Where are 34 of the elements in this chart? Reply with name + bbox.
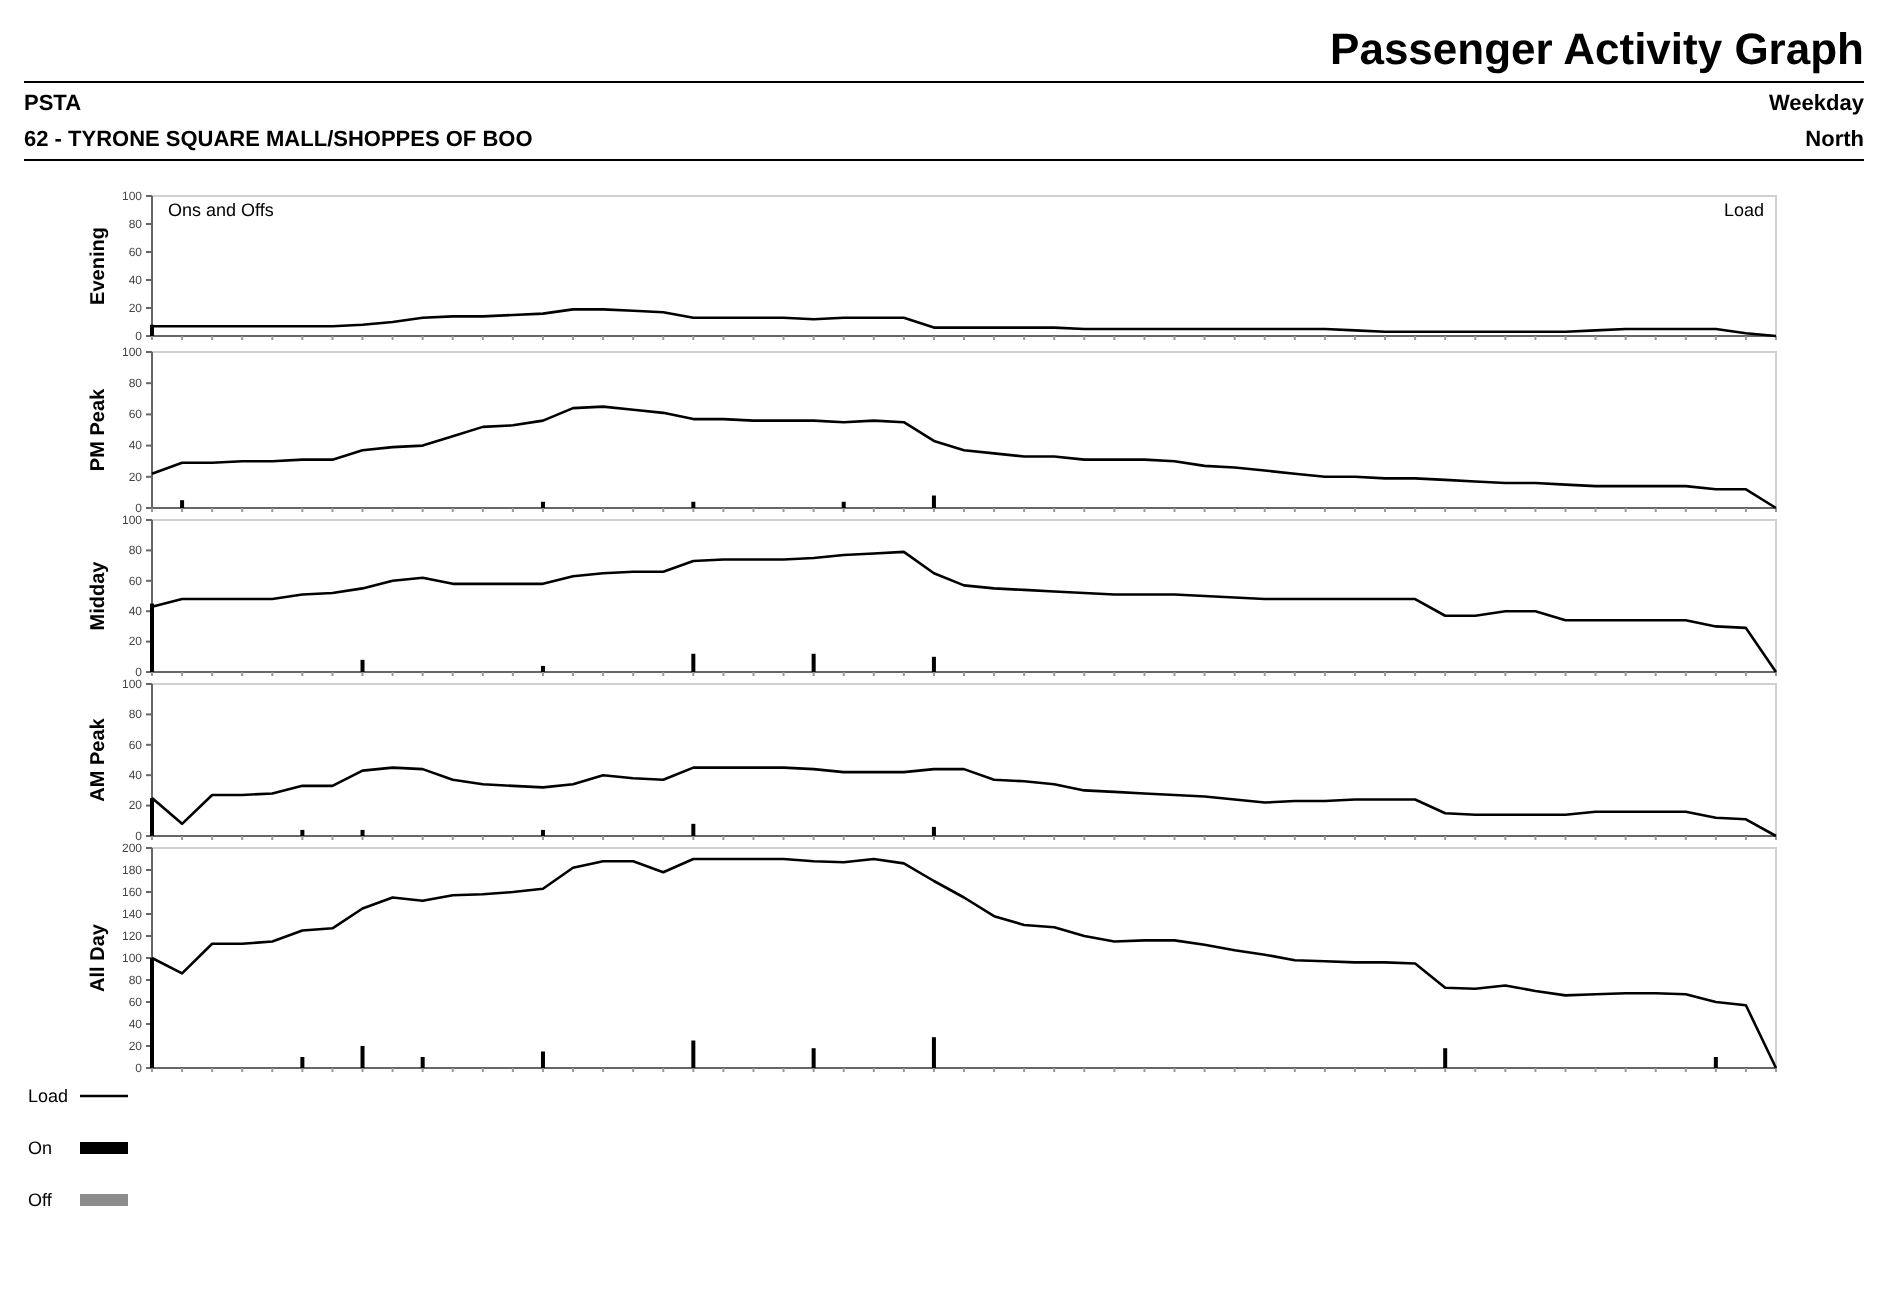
legend-label: Load (28, 1086, 69, 1107)
chart-subtitle: PSTA (24, 92, 82, 116)
y-axis-title: Midday (88, 560, 110, 631)
bar (1713, 1057, 1718, 1068)
bar (931, 656, 936, 672)
bar (1443, 1048, 1448, 1068)
bar (811, 653, 816, 672)
bar (300, 1057, 305, 1068)
y-axis-title: AM Peak (88, 717, 110, 802)
y-axis-title: All Day (88, 923, 110, 992)
text: 62 - TYRONE SQUARE MALL/SHOPPES OF BOO (24, 128, 534, 152)
bar (540, 665, 545, 672)
bar (300, 829, 305, 836)
bar (691, 653, 696, 672)
bar (360, 1046, 365, 1068)
legend-label: On (28, 1138, 53, 1159)
bar (420, 1057, 425, 1068)
bar (811, 1048, 816, 1068)
y-axis-title: Evening (88, 227, 110, 305)
text: Weekday (1769, 92, 1866, 116)
bar (691, 1040, 696, 1068)
bar (931, 826, 936, 836)
text: North (1805, 128, 1865, 152)
annotation: Load (1723, 200, 1764, 220)
bar (360, 829, 365, 836)
chart-title: Passenger Activity Graph (1330, 24, 1864, 74)
bar (360, 659, 365, 672)
bar (540, 1051, 545, 1068)
bar (691, 823, 696, 836)
annotation: Ons and Offs (168, 200, 275, 220)
y-axis-title: PM Peak (88, 388, 110, 472)
bar (540, 829, 545, 836)
bar (931, 1037, 936, 1068)
legend-label: Off (28, 1190, 53, 1211)
